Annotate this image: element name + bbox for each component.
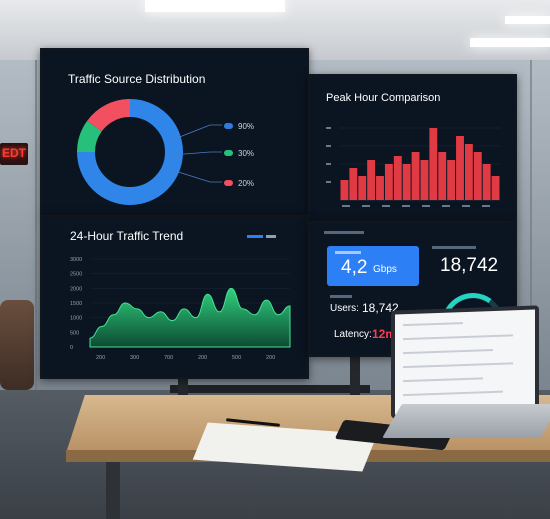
- legend-swatch: [224, 123, 233, 129]
- monitor-traffic-trend: 24-Hour Traffic Trend 3000 2500 2000 1500 10…: [40, 215, 309, 379]
- trend-legend-pill: [247, 235, 263, 238]
- donut-slice-1: [77, 120, 102, 153]
- laptop-line: [403, 322, 463, 327]
- traffic-source-title: Traffic Source Distribution: [68, 72, 206, 86]
- peak-hour-bar: [349, 168, 358, 200]
- donut-slice-2: [87, 99, 131, 132]
- bar-x-tick: [402, 205, 410, 207]
- latency-label: Latency:: [334, 329, 372, 340]
- peak-hour-bar: [411, 152, 420, 200]
- trend-x-tick: 200: [266, 355, 275, 361]
- bar-x-tick: [382, 205, 390, 207]
- desk-leg: [106, 462, 120, 519]
- trend-legend-pill: [266, 235, 276, 238]
- trend-area: [89, 287, 291, 348]
- peak-hour-bar: [376, 176, 384, 200]
- glass-divider: [530, 60, 532, 390]
- trend-x-tick: 700: [164, 355, 173, 361]
- legend-connectors: [171, 124, 222, 183]
- throughput-card: 4,2 Gbps: [327, 246, 419, 286]
- laptop-line: [403, 377, 483, 383]
- peak-hour-bar: [456, 136, 464, 200]
- bar-x-tick: [482, 205, 490, 207]
- users-value: 18,742: [362, 301, 399, 315]
- bar-x-tick: [462, 205, 470, 207]
- legend-label: 90%: [238, 122, 255, 131]
- legend-swatch: [224, 150, 233, 156]
- background-person: [0, 300, 34, 390]
- ceiling-light: [145, 0, 285, 12]
- bar-y-tick: [326, 127, 331, 129]
- trend-y-tick: 1000: [70, 316, 82, 322]
- count-value: 18,742: [440, 255, 499, 276]
- trend-x-tick: 200: [198, 355, 207, 361]
- peak-hour-title: Peak Hour Comparison: [326, 92, 441, 104]
- peak-hour-bar: [438, 152, 447, 200]
- laptop-line: [403, 334, 513, 341]
- monitor-stand-leg: [350, 355, 360, 415]
- peak-hour-bar: [358, 176, 367, 200]
- bar-x-tick: [342, 205, 350, 207]
- trend-x-tick: 500: [232, 355, 241, 361]
- legend-label: 20%: [238, 179, 255, 188]
- stats-caption: [324, 231, 364, 234]
- peak-hour-bar: [340, 180, 349, 200]
- users-label: Users:: [330, 303, 359, 314]
- bar-y-tick: [326, 181, 331, 183]
- donut-chart: [77, 99, 183, 205]
- trend-y-tick: 2000: [70, 286, 82, 292]
- trend-y-tick: 2500: [70, 272, 82, 278]
- donut-slice-0: [77, 99, 183, 205]
- legend-label: 30%: [238, 149, 255, 158]
- peak-hour-bar: [482, 164, 491, 200]
- peak-hour-bar: [402, 164, 411, 200]
- users-caption: [330, 295, 352, 298]
- ceiling-light: [505, 16, 550, 24]
- laptop-keyboard: [382, 404, 550, 438]
- trend-y-tick: 500: [70, 330, 79, 336]
- peak-hour-bar: [464, 144, 473, 200]
- laptop-line: [403, 362, 513, 369]
- trend-y-tick: 3000: [70, 257, 82, 263]
- laptop-line: [403, 349, 493, 355]
- bar-x-tick: [442, 205, 450, 207]
- peak-hour-bar: [429, 128, 438, 200]
- monitor-traffic-source: Traffic Source Distribution 90% 30% 20%: [40, 48, 309, 217]
- monitor-stand-bar: [170, 385, 370, 393]
- traffic-trend-area-chart: 3000 2500 2000 1500 1000 500 0 200 300 700 200 500 2…: [70, 257, 291, 361]
- peak-hour-bar: [491, 176, 500, 200]
- bar-y-tick: [326, 145, 331, 147]
- peak-hour-bar: [393, 156, 402, 200]
- throughput-unit: Gbps: [373, 264, 397, 275]
- exit-sign-text: EDT: [2, 146, 26, 160]
- peak-hour-bar: [420, 160, 429, 200]
- throughput-caption: [335, 251, 361, 254]
- ceiling-light: [470, 38, 550, 47]
- bar-y-tick: [326, 163, 331, 165]
- trend-y-tick: 1500: [70, 301, 82, 307]
- peak-hour-bar: [384, 164, 393, 200]
- traffic-trend-title: 24-Hour Traffic Trend: [70, 229, 184, 243]
- trend-y-tick: 0: [70, 345, 73, 351]
- throughput-value: 4,2: [341, 257, 368, 278]
- glass-divider: [35, 60, 37, 390]
- legend-swatch: [224, 180, 233, 186]
- peak-hour-bar: [447, 160, 456, 200]
- laptop-screen: [391, 305, 539, 419]
- peak-hour-bar: [367, 160, 376, 200]
- trend-x-tick: 200: [96, 355, 105, 361]
- trend-x-tick: 300: [130, 355, 139, 361]
- exit-sign: EDT: [0, 143, 28, 165]
- peak-hour-bar-chart: [326, 127, 500, 207]
- monitor-peak-hour: Peak Hour Comparison: [308, 74, 517, 223]
- laptop-line: [403, 390, 503, 397]
- peak-hour-bar: [473, 152, 482, 200]
- bar-x-tick: [422, 205, 430, 207]
- count-caption: [432, 246, 476, 249]
- bar-x-tick: [362, 205, 370, 207]
